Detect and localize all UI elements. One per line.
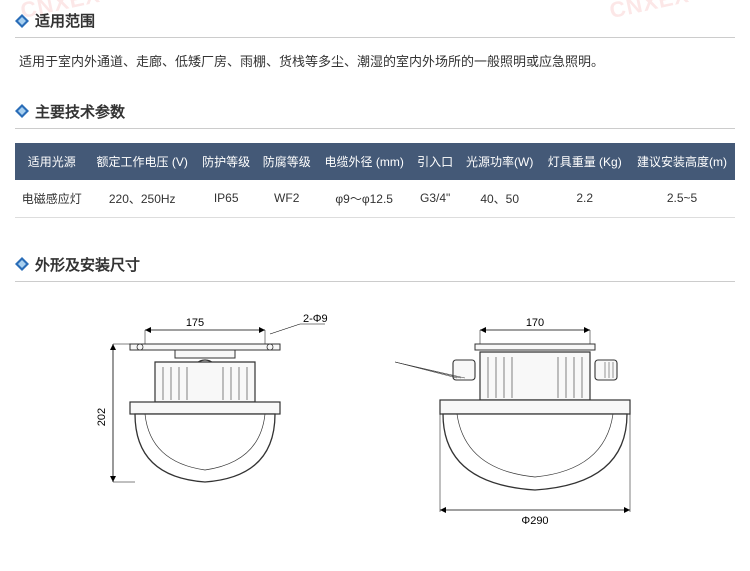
dim-text: Φ290	[521, 515, 548, 527]
drawing-side-view: 175 2-Φ9	[75, 312, 335, 535]
diamond-icon	[15, 14, 29, 28]
section-body-scope: 适用于室内外通道、走廊、低矮厂房、雨棚、货栈等多尘、潮湿的室内外场所的一般照明或…	[15, 52, 735, 73]
td: G3/4"	[411, 180, 459, 218]
td: 2.2	[540, 180, 629, 218]
td: 220、250Hz	[89, 180, 196, 218]
section-title-specs: 主要技术参数	[35, 101, 125, 122]
table-row: 电磁感应灯 220、250Hz IP65 WF2 φ9～φ12.5 G3/4" …	[15, 180, 735, 218]
th: 建议安装高度(m)	[629, 143, 735, 180]
section-title-dimensions: 外形及安装尺寸	[35, 254, 140, 275]
section-title-scope: 适用范围	[35, 10, 95, 31]
td: 2.5~5	[629, 180, 735, 218]
section-header-specs: 主要技术参数	[15, 101, 735, 129]
td: 40、50	[459, 180, 540, 218]
td: 电磁感应灯	[15, 180, 89, 218]
section-header-scope: 适用范围	[15, 10, 735, 38]
th: 适用光源	[15, 143, 89, 180]
td: IP65	[196, 180, 257, 218]
th: 电缆外径 (mm)	[317, 143, 411, 180]
th: 防护等级	[196, 143, 257, 180]
th: 额定工作电压 (V)	[89, 143, 196, 180]
th: 引入口	[411, 143, 459, 180]
spec-table: 适用光源 额定工作电压 (V) 防护等级 防腐等级 电缆外径 (mm) 引入口 …	[15, 143, 735, 218]
td: φ9～φ12.5	[317, 180, 411, 218]
drawing-area: CNXEX CNXEX 175 2-Φ9	[15, 302, 735, 545]
dim-text: 175	[186, 317, 204, 329]
drawing-front-view: 170	[395, 312, 675, 535]
th: 光源功率(W)	[459, 143, 540, 180]
th: 防腐等级	[256, 143, 317, 180]
th: 灯具重量 (Kg)	[540, 143, 629, 180]
td: WF2	[256, 180, 317, 218]
diamond-icon	[15, 104, 29, 118]
table-header-row: 适用光源 额定工作电压 (V) 防护等级 防腐等级 电缆外径 (mm) 引入口 …	[15, 143, 735, 180]
diamond-icon	[15, 257, 29, 271]
dim-text: 170	[526, 317, 544, 329]
dim-text: 2-Φ9	[303, 313, 328, 325]
section-header-dimensions: 外形及安装尺寸	[15, 254, 735, 282]
dim-text: 202	[96, 408, 108, 426]
